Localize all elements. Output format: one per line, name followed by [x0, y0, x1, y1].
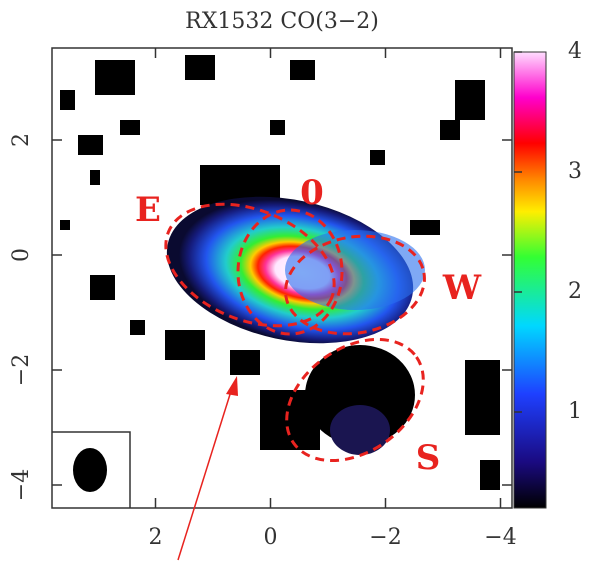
region-outlines — [164, 202, 426, 463]
beam-box — [52, 431, 131, 508]
colorbar — [513, 51, 547, 509]
map-image — [60, 55, 500, 490]
colorbar-tick-label: 2 — [568, 279, 582, 304]
annotation: S — [416, 438, 441, 478]
arrow-head — [226, 376, 238, 396]
colorbar-tick-label: 1 — [568, 399, 582, 424]
y-tick-label: 2 — [9, 133, 34, 147]
annotation: E — [135, 190, 161, 230]
beam — [73, 448, 107, 492]
annotation: 0 — [300, 173, 324, 213]
x-tick-label: 0 — [264, 525, 278, 550]
chart-title: RX1532 CO(3−2) — [185, 9, 379, 34]
y-tick-label: −4 — [9, 469, 34, 501]
plot-frame — [51, 47, 513, 509]
colorbar-tick-label: 3 — [568, 159, 582, 184]
colorbar-tick-label: 4 — [568, 39, 582, 64]
x-tick-label: 2 — [149, 525, 163, 550]
arrow — [177, 387, 233, 561]
x-tick-label: −2 — [369, 525, 401, 550]
y-tick-label: 0 — [9, 248, 34, 262]
y-tick-label: −2 — [9, 354, 34, 386]
x-tick-label: −4 — [484, 525, 516, 550]
annotation: W — [442, 268, 482, 308]
